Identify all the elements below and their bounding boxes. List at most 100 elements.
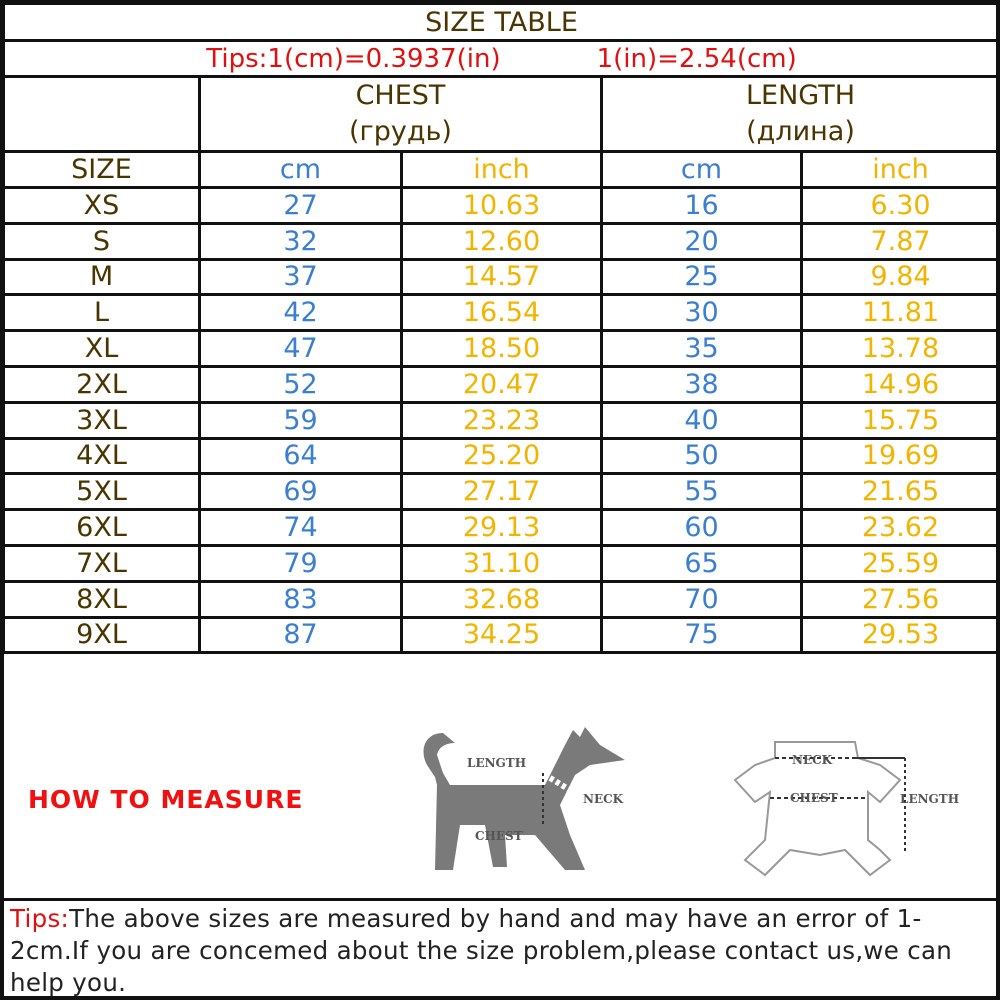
divider	[0, 898, 1000, 901]
chest-in-cell: 29.13	[400, 508, 603, 547]
cloth-length-label: LENGTH	[900, 792, 959, 806]
size-cell: XL	[2, 329, 201, 368]
chest-cm-cell: 74	[198, 508, 403, 547]
length-in-cell: 29.53	[799, 615, 1000, 655]
chest-cm-cell: 59	[198, 400, 403, 440]
table-row: 3XL 59 23.23 40 15.75	[2, 400, 1000, 440]
chest-cm-header: cm	[198, 150, 403, 189]
length-label-ru: (длина)	[746, 116, 855, 147]
table-row: L 42 16.54 30 11.81	[2, 293, 1000, 333]
chest-cm-cell: 47	[198, 329, 403, 368]
size-cell: 6XL	[2, 508, 201, 547]
chest-in-cell: 27.17	[400, 472, 603, 512]
chest-in-cell: 16.54	[400, 293, 603, 333]
cloth-neck-label: NECK	[792, 753, 833, 767]
length-cm-cell: 55	[600, 472, 803, 512]
table-row: XS 27 10.63 16 6.30	[2, 186, 1000, 225]
how-to-measure-label: HOW TO MEASURE	[28, 785, 304, 814]
dog-measure-illustration: LENGTH NECK CHEST	[423, 727, 625, 870]
table-row: 5XL 69 27.17 55 21.65	[2, 472, 1000, 512]
chest-in-cell: 31.10	[400, 543, 603, 583]
length-cm-cell: 30	[600, 293, 803, 333]
chest-in-cell: 14.57	[400, 257, 603, 297]
chest-in-cell: 25.20	[400, 436, 603, 476]
chest-cm-cell: 79	[198, 543, 403, 583]
size-cell: 2XL	[2, 364, 201, 404]
table-row: 4XL 64 25.20 50 19.69	[2, 436, 1000, 476]
length-in-cell: 14.96	[799, 364, 1000, 404]
chest-label-ru: (грудь)	[349, 116, 452, 147]
length-cm-cell: 50	[600, 436, 803, 476]
chest-in-cell: 34.25	[400, 615, 603, 655]
length-in-cell: 23.62	[799, 508, 1000, 547]
length-cm-cell: 35	[600, 329, 803, 368]
dog-chest-label: CHEST	[475, 829, 523, 843]
chest-cm-cell: 52	[198, 364, 403, 404]
chest-label: CHEST	[355, 80, 446, 111]
size-column-header: SIZE	[2, 150, 201, 189]
length-in-cell: 15.75	[799, 400, 1000, 440]
length-cm-cell: 38	[600, 364, 803, 404]
note-text: The above sizes are measured by hand and…	[10, 904, 953, 997]
length-in-cell: 19.69	[799, 436, 1000, 476]
dog-silhouette-icon	[423, 727, 625, 870]
measurement-note: Tips:The above sizes are measured by han…	[10, 903, 990, 999]
length-cm-cell: 40	[600, 400, 803, 440]
chest-cm-cell: 37	[198, 257, 403, 297]
length-cm-cell: 70	[600, 579, 803, 619]
dog-neck-label: NECK	[583, 792, 624, 806]
clothing-measure-illustration: NECK CHEST LENGTH	[733, 741, 959, 877]
table-row: 2XL 52 20.47 38 14.96	[2, 364, 1000, 404]
length-in-cell: 11.81	[799, 293, 1000, 333]
dog-clothing-icon	[733, 741, 902, 877]
size-cell: 5XL	[2, 472, 201, 512]
chest-inch-header: inch	[400, 150, 603, 189]
length-in-cell: 7.87	[799, 221, 1000, 261]
length-cm-header: cm	[600, 150, 803, 189]
size-table: SIZE TABLE Tips:1(cm)=0.3937(in) 1(in)=2.…	[1, 2, 1000, 655]
size-cell: 3XL	[2, 400, 201, 440]
cm-to-inch-tip: Tips:1(cm)=0.3937(in)	[206, 43, 501, 74]
chest-cm-cell: 83	[198, 579, 403, 619]
length-in-cell: 6.30	[799, 186, 1000, 225]
length-cm-cell: 25	[600, 257, 803, 297]
table-row: M 37 14.57 25 9.84	[2, 257, 1000, 297]
length-cm-cell: 65	[600, 543, 803, 583]
length-in-cell: 13.78	[799, 329, 1000, 368]
length-in-cell: 25.59	[799, 543, 1000, 583]
chest-in-cell: 20.47	[400, 364, 603, 404]
length-label: LENGTH	[745, 80, 856, 111]
size-cell: L	[2, 293, 201, 333]
size-cell: 4XL	[2, 436, 201, 476]
cloth-chest-label: CHEST	[790, 791, 838, 805]
chest-in-cell: 12.60	[400, 221, 603, 261]
size-cell: XS	[2, 186, 201, 225]
table-row: S 32 12.60 20 7.87	[2, 221, 1000, 261]
table-row: 6XL 74 29.13 60 23.62	[2, 508, 1000, 547]
chest-cm-cell: 42	[198, 293, 403, 333]
size-cell: 8XL	[2, 579, 201, 619]
chest-cm-cell: 27	[198, 186, 403, 225]
length-header: LENGTH (длина)	[599, 75, 1000, 153]
table-row: 9XL 87 34.25 75 29.53	[2, 615, 1000, 655]
chest-cm-cell: 87	[198, 615, 403, 655]
chest-in-cell: 32.68	[400, 579, 603, 619]
chest-cm-cell: 32	[198, 221, 403, 261]
dog-length-label: LENGTH	[467, 756, 526, 770]
chest-cm-cell: 64	[198, 436, 403, 476]
empty-corner	[2, 75, 201, 153]
table-row: 7XL 79 31.10 65 25.59	[2, 543, 1000, 583]
length-cm-cell: 75	[600, 615, 803, 655]
length-cm-cell: 16	[600, 186, 803, 225]
length-in-cell: 27.56	[799, 579, 1000, 619]
table-row: XL 47 18.50 35 13.78	[2, 329, 1000, 368]
chest-in-cell: 10.63	[400, 186, 603, 225]
chest-in-cell: 23.23	[400, 400, 603, 440]
chest-header: CHEST (грудь)	[198, 75, 603, 153]
length-in-cell: 21.65	[799, 472, 1000, 512]
length-in-cell: 9.84	[799, 257, 1000, 297]
table-title: SIZE TABLE	[1, 2, 1000, 42]
size-cell: M	[2, 257, 201, 297]
size-cell: 9XL	[2, 615, 201, 655]
conversion-tips: Tips:1(cm)=0.3937(in) 1(in)=2.54(cm)	[1, 39, 1000, 78]
